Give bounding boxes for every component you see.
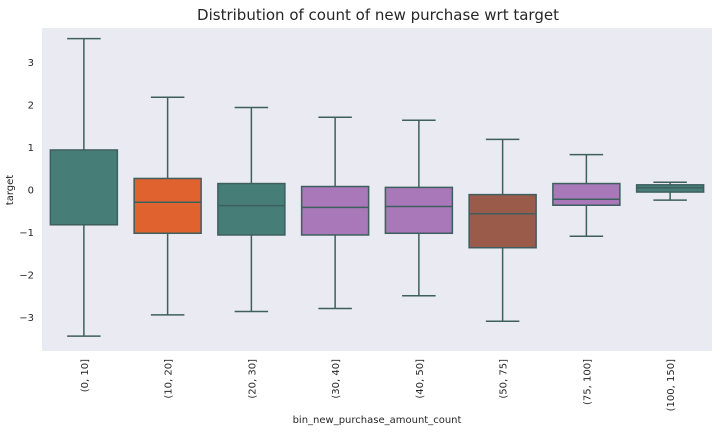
y-tick-label: 3 (28, 58, 34, 69)
chart-title: Distribution of count of new purchase wr… (197, 6, 559, 24)
box-group-7 (635, 181, 705, 201)
x-tick-label: (40, 50] (415, 359, 426, 399)
x-axis-label: bin_new_purchase_amount_count (293, 415, 462, 426)
box-group-3 (300, 116, 370, 310)
x-tick-label: (100, 150] (666, 359, 677, 411)
box-group-5 (468, 138, 537, 322)
x-tick-label: (20, 30] (247, 359, 258, 399)
x-axis-ticks: (0, 10] (10, 20] (20, 30] (30, 40] (40, 50] (… (80, 359, 677, 411)
boxes-layer (49, 37, 705, 337)
y-tick-label: 0 (28, 186, 34, 197)
box-1 (133, 177, 202, 235)
box-group-2 (217, 106, 286, 313)
box-group-0 (49, 37, 119, 337)
x-tick-label: (0, 10] (80, 359, 91, 392)
y-tick-label: 2 (28, 101, 34, 112)
y-tick-label: −1 (19, 228, 34, 239)
box-4 (384, 186, 454, 235)
box-2 (217, 182, 286, 236)
y-axis-ticks: −3 −2 −1 0 1 2 3 (19, 58, 34, 324)
y-tick-label: 1 (28, 143, 34, 154)
box-group-4 (384, 119, 454, 297)
x-tick-label: (50, 75] (499, 359, 510, 399)
x-tick-label: (30, 40] (331, 359, 342, 399)
box-group-1 (133, 96, 202, 316)
box-6 (552, 182, 621, 206)
x-tick-label: (75, 100] (582, 359, 593, 405)
box-0 (49, 149, 119, 226)
box-3 (300, 185, 370, 236)
box-5 (468, 193, 537, 249)
y-axis-label: target (5, 175, 16, 205)
y-tick-label: −3 (19, 313, 34, 324)
x-tick-label: (10, 20] (164, 359, 175, 399)
box-group-6 (552, 153, 621, 237)
y-tick-label: −2 (19, 271, 34, 282)
